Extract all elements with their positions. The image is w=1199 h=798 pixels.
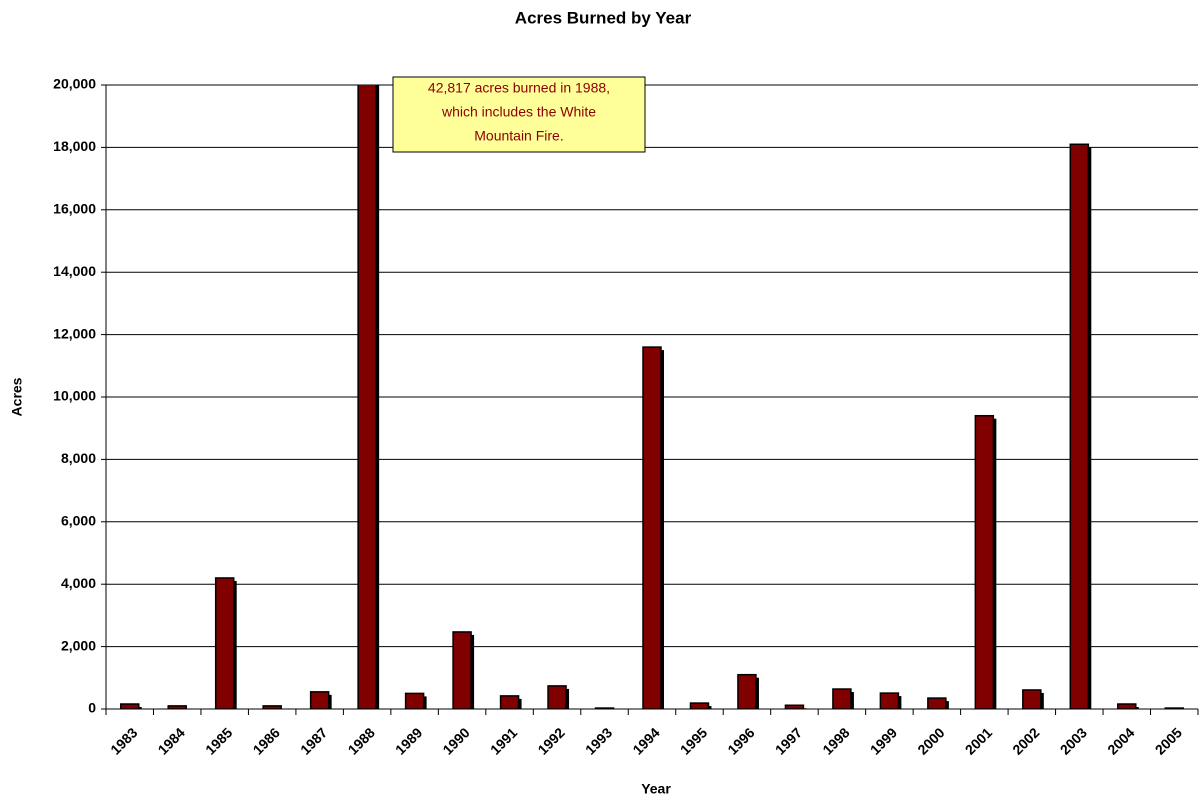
annotation-text: 42,817 acres burned in 1988,: [428, 80, 610, 96]
bar: [784, 704, 805, 709]
x-tick-label: 1993: [582, 724, 615, 757]
y-tick-label: 16,000: [53, 201, 96, 217]
bar: [499, 695, 520, 709]
bar: [262, 705, 282, 709]
x-tick-label: 1983: [107, 724, 140, 757]
bar: [879, 692, 900, 709]
y-tick-label: 20,000: [53, 76, 96, 92]
x-tick-label: 1986: [250, 724, 283, 757]
bar: [927, 697, 947, 709]
bar: [357, 85, 377, 709]
bar: [1164, 707, 1185, 709]
y-tick-label: 18,000: [53, 138, 96, 154]
y-tick-label: 4,000: [61, 575, 96, 591]
x-tick-label: 1995: [677, 724, 710, 757]
x-tick-label: 2002: [1009, 724, 1042, 757]
x-tick-label: 1992: [534, 724, 567, 757]
bars: [119, 85, 1185, 709]
x-tick-label: 2000: [914, 724, 947, 757]
annotation-text: which includes the White: [441, 104, 596, 120]
x-tick-label: 2005: [1152, 724, 1185, 757]
bar: [737, 673, 757, 709]
bar: [167, 705, 187, 709]
bar: [974, 414, 995, 709]
x-tick-label: 1997: [772, 724, 805, 757]
x-tick-label: 2001: [962, 724, 995, 757]
x-tick-label: 1994: [629, 724, 662, 757]
bar: [547, 685, 567, 709]
annotation-text: Mountain Fire.: [474, 128, 563, 144]
bar: [214, 577, 235, 709]
bar: [309, 691, 330, 709]
y-tick-label: 8,000: [61, 450, 96, 466]
y-tick-label: 6,000: [61, 513, 96, 529]
bar: [689, 702, 710, 709]
bar: [642, 346, 662, 709]
x-tick-label: 1989: [392, 724, 425, 757]
x-tick-label: 1987: [297, 724, 330, 757]
bar: [452, 631, 472, 709]
x-tick-label: 2003: [1057, 724, 1090, 757]
y-tick-label: 12,000: [53, 325, 96, 341]
x-tick-label: 1984: [155, 724, 188, 757]
bar: [1069, 143, 1090, 709]
bar: [1117, 703, 1137, 709]
x-tick-label: 1999: [867, 724, 900, 757]
x-tick-label: 1990: [439, 724, 472, 757]
x-axis-label: Year: [641, 781, 671, 797]
y-tick-label: 10,000: [53, 388, 96, 404]
bar: [404, 692, 425, 709]
bar: [1022, 689, 1042, 709]
y-axis-label: Acres: [9, 377, 25, 416]
x-tick-label: 1988: [345, 724, 378, 757]
x-tick-label: 1998: [819, 724, 852, 757]
bar: [832, 688, 852, 709]
annotation-box: [392, 76, 646, 153]
y-tick-label: 14,000: [53, 263, 96, 279]
chart-title: Acres Burned by Year: [515, 8, 692, 27]
x-tick-label: 1985: [202, 724, 235, 757]
x-tick-label: 1991: [487, 724, 520, 757]
bar: [119, 703, 140, 709]
bar: [594, 707, 615, 709]
x-tick-label: 2004: [1104, 724, 1137, 757]
x-tick-label: 1996: [724, 724, 757, 757]
y-tick-label: 2,000: [61, 637, 96, 653]
y-tick-label: 0: [88, 700, 96, 716]
